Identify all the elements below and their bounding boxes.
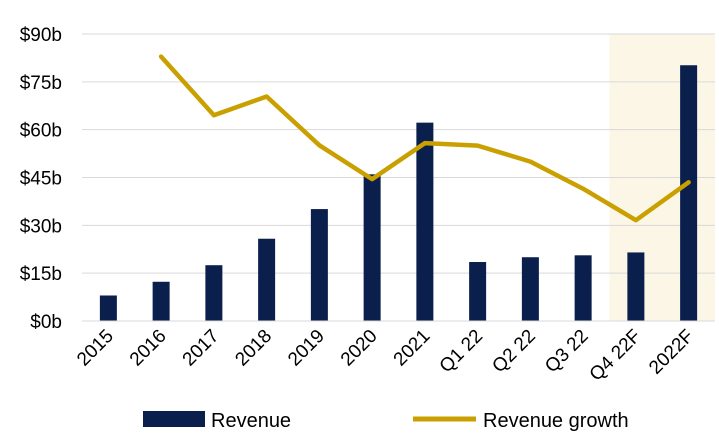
- revenue-bar: [680, 65, 698, 321]
- y-axis-ticks: $0b $15b $30b $45b $60b $75b $90b: [20, 25, 62, 333]
- y-tick-label: $15b: [20, 264, 62, 285]
- legend-label-revenue: Revenue: [211, 410, 291, 432]
- y-tick-label: $60b: [20, 121, 62, 142]
- y-tick-label: $45b: [20, 169, 62, 190]
- x-tick-label: Q1 22: [436, 326, 487, 377]
- x-tick-label: Q2 22: [488, 326, 539, 377]
- gridlines: [82, 33, 715, 274]
- x-tick-label: 2019: [284, 326, 329, 371]
- revenue-growth-line: [158, 54, 691, 223]
- x-tick-label: 2018: [231, 326, 276, 371]
- revenue-bar: [152, 281, 170, 321]
- x-tick-label: 2017: [179, 326, 224, 371]
- legend-label-revenue-growth: Revenue growth: [483, 410, 629, 432]
- revenue-growth-line-path: [158, 54, 691, 223]
- x-tick-label: Q4 22F: [586, 326, 646, 386]
- x-tick-label: 2021: [390, 326, 435, 371]
- revenue-bar: [205, 265, 223, 321]
- legend: Revenue Revenue growth: [143, 410, 629, 432]
- x-tick-label: Q3 22: [541, 326, 592, 377]
- y-tick-label: $90b: [20, 25, 62, 46]
- revenue-bar: [310, 209, 328, 321]
- revenue-bar: [363, 174, 381, 321]
- revenue-bar: [521, 257, 539, 321]
- revenue-bar: [99, 295, 117, 321]
- x-tick-label: 2022F: [645, 326, 698, 379]
- revenue-bar: [627, 252, 645, 321]
- revenue-bar: [469, 262, 487, 321]
- revenue-bar: [258, 238, 276, 321]
- legend-swatch-revenue: [143, 411, 205, 427]
- x-tick-label: 2020: [337, 326, 382, 371]
- x-tick-label: 2016: [126, 326, 171, 371]
- x-axis-ticks: 2015 2016 2017 2018 2019 2020 2021 Q1 22 Q2 22 Q3…: [73, 326, 698, 386]
- y-tick-label: $0b: [30, 312, 62, 333]
- revenue-bar: [574, 255, 592, 321]
- x-tick-label: 2015: [73, 326, 118, 371]
- y-tick-label: $75b: [20, 73, 62, 94]
- revenue-bars: [99, 65, 698, 321]
- y-tick-label: $30b: [20, 216, 62, 237]
- revenue-bar: [416, 122, 434, 321]
